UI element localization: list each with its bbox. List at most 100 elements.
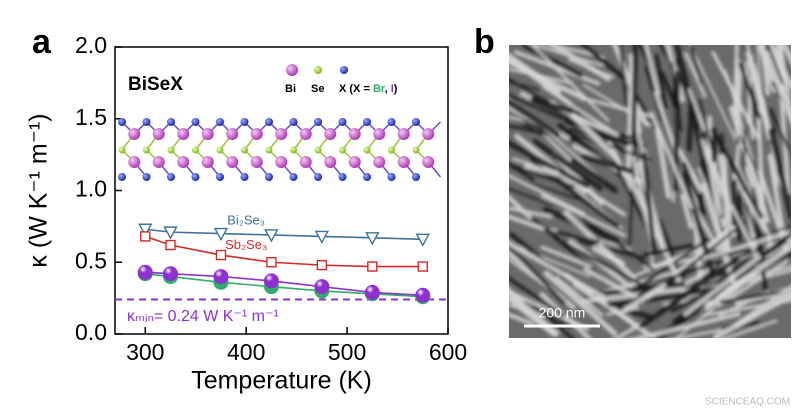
atom-se — [216, 146, 224, 154]
inset-title: BiSeX — [128, 74, 183, 95]
marker — [165, 239, 176, 251]
marker — [215, 249, 227, 261]
texture-stroke — [509, 140, 590, 189]
atom-se — [167, 146, 175, 154]
texture-stroke — [675, 280, 747, 338]
crystal-structure — [118, 118, 442, 181]
texture-stroke — [605, 286, 722, 309]
texture-stroke — [509, 194, 533, 220]
texture-stroke — [509, 214, 545, 231]
atom-x — [412, 173, 420, 181]
atom-x — [142, 118, 151, 126]
x-tick-label: 500 — [328, 339, 366, 365]
texture-stroke — [699, 139, 728, 199]
texture-stroke — [532, 138, 603, 191]
atom-x — [314, 118, 322, 126]
texture-stroke — [582, 83, 653, 127]
atom-x — [363, 118, 371, 126]
texture-stroke — [716, 242, 791, 300]
texture-stroke — [509, 56, 573, 106]
marker — [316, 259, 328, 271]
atom-bi — [226, 128, 239, 140]
legend-text: X (X = Br, I) — [339, 83, 398, 95]
texture-stroke — [509, 243, 566, 305]
y-tick-label: 1.5 — [75, 104, 107, 130]
marker — [415, 233, 430, 247]
atom-x — [240, 118, 249, 126]
texture-stroke — [719, 288, 791, 304]
panel-label: b — [474, 23, 495, 61]
texture-stroke — [637, 45, 651, 65]
atom-bi — [201, 128, 214, 140]
marker — [163, 226, 178, 240]
texture-stroke — [631, 45, 638, 146]
atom-x — [118, 118, 126, 126]
atom-se — [388, 146, 395, 154]
marker — [266, 257, 277, 268]
texture-stroke — [734, 60, 743, 137]
atom-x — [314, 173, 322, 181]
texture-stroke — [781, 45, 791, 66]
atom-bi — [348, 156, 361, 168]
texture-stroke — [690, 45, 703, 85]
texture-stroke — [556, 229, 600, 245]
texture-stroke — [769, 48, 787, 84]
texture-stroke — [638, 256, 740, 329]
marker — [365, 232, 380, 246]
legend-atom — [340, 66, 348, 74]
texture-stroke — [756, 106, 765, 213]
texture-stroke — [509, 187, 555, 207]
texture-stroke — [570, 157, 618, 194]
scale-bar-label: 200 nm — [539, 305, 586, 321]
texture-stroke — [765, 45, 785, 85]
texture-stroke — [510, 291, 590, 331]
atom-bi — [397, 156, 410, 168]
atom-bi — [373, 128, 386, 140]
atom-bi — [226, 156, 239, 168]
series-line — [145, 235, 423, 268]
texture-stroke — [745, 45, 771, 141]
texture-stroke — [579, 45, 627, 81]
texture-stroke — [665, 220, 748, 286]
texture-stroke — [670, 61, 683, 132]
atom-bi — [422, 156, 435, 168]
texture-stroke — [731, 173, 767, 232]
atom-x — [216, 173, 224, 181]
texture-stroke — [509, 240, 606, 300]
texture-stroke — [540, 245, 592, 269]
texture-stroke — [509, 206, 553, 219]
x-tick-label: 400 — [227, 339, 265, 365]
atom-bi — [299, 128, 312, 140]
legend-text: Bi — [285, 83, 296, 95]
texture-stroke — [683, 254, 762, 317]
atom-bi — [152, 128, 165, 140]
texture-stroke — [769, 45, 791, 91]
texture-stroke — [654, 54, 668, 110]
marker — [364, 284, 380, 300]
atom-x — [216, 118, 224, 126]
texture-stroke — [745, 150, 764, 199]
marker — [213, 227, 229, 242]
texture-stroke — [509, 162, 535, 181]
texture-stroke — [760, 45, 771, 96]
texture-stroke — [716, 256, 751, 285]
atom-bi — [177, 128, 190, 140]
texture-stroke — [681, 171, 717, 280]
texture-stroke — [555, 276, 604, 317]
watermark: SCIENCEAQ.COM — [705, 397, 790, 408]
texture-stroke — [732, 45, 739, 116]
y-tick-label: 0.5 — [75, 247, 107, 273]
atom-se — [339, 146, 346, 154]
atom-x — [191, 118, 200, 126]
texture-stroke — [580, 153, 633, 174]
texture-stroke — [563, 209, 637, 281]
atom-bi — [324, 156, 337, 168]
texture-stroke — [627, 176, 682, 283]
texture-stroke — [613, 323, 642, 338]
atom-se — [192, 146, 199, 154]
legend-atom — [314, 66, 322, 74]
series: Bi₂Se₃ — [138, 213, 430, 247]
texture-stroke — [733, 284, 791, 328]
texture-stroke — [530, 45, 610, 123]
